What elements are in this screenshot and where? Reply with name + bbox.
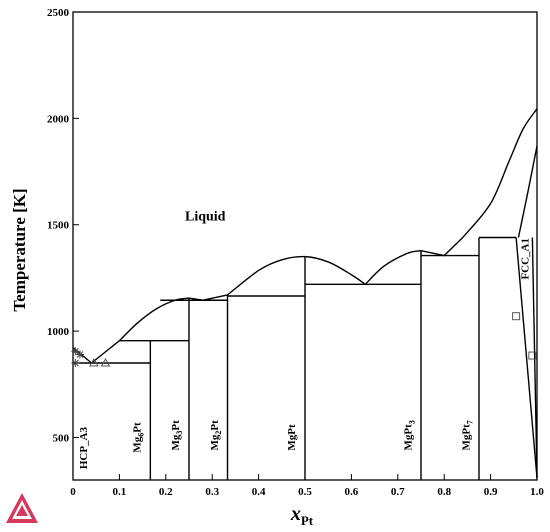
phase-labels: Liquid FCC_A1 HCP_A3 Mg6Pt Mg3Pt Mg2Pt MgPt MgP… bbox=[78, 209, 532, 469]
liquidus-curve bbox=[517, 145, 538, 238]
x-tick-label: 0.2 bbox=[159, 486, 173, 498]
compound-label: MgPt7 bbox=[461, 420, 475, 450]
phase-boundary-line bbox=[515, 237, 538, 478]
x-tick-label: 0.1 bbox=[113, 486, 127, 498]
x-axis-title: xPt bbox=[290, 503, 314, 528]
x-tick-label: 0.8 bbox=[437, 486, 451, 498]
y-tick-label: 2000 bbox=[47, 113, 70, 125]
y-tick-label: 1000 bbox=[47, 326, 70, 338]
star-marker bbox=[71, 347, 80, 356]
y-tick-label: 500 bbox=[53, 432, 70, 444]
x-tick-label: 1.0 bbox=[530, 486, 544, 498]
square-marker bbox=[528, 351, 537, 360]
star-marker bbox=[75, 350, 84, 359]
x-tick-label: 0.5 bbox=[298, 486, 312, 498]
experimental-markers bbox=[71, 312, 537, 367]
x-axis-ticks: 0 0.1 0.2 0.3 0.4 0.5 0.6 0.7 0.8 0.9 1.0 bbox=[70, 474, 544, 498]
x-tick-label: 0.3 bbox=[205, 486, 219, 498]
x-tick-label: 0.7 bbox=[391, 486, 405, 498]
compound-label: Mg2Pt bbox=[209, 420, 223, 451]
compound-label: MgPt3 bbox=[403, 420, 417, 450]
phase-boundary-curves bbox=[72, 108, 538, 480]
y-tick-label: 2500 bbox=[47, 7, 70, 19]
square-marker bbox=[512, 312, 521, 321]
liquidus-curve bbox=[364, 249, 422, 285]
liquidus-curve bbox=[118, 297, 190, 342]
compound-label: Mg3Pt bbox=[170, 420, 184, 451]
x-tick-label: 0 bbox=[70, 486, 76, 498]
liquidus-curve bbox=[91, 340, 120, 364]
liquidus-curve bbox=[227, 255, 366, 296]
logo-icon bbox=[6, 493, 38, 523]
triangle-marker bbox=[89, 357, 99, 367]
compound-label: MgPt bbox=[286, 424, 298, 451]
region-label: Liquid bbox=[185, 209, 226, 224]
region-label: FCC_A1 bbox=[520, 238, 532, 280]
y-axis-title: Temperature [K] bbox=[10, 188, 29, 311]
liquidus-curve bbox=[462, 108, 538, 238]
liquidus-curve bbox=[420, 249, 445, 257]
triangle-marker bbox=[100, 357, 111, 367]
liquidus-curve bbox=[202, 294, 228, 301]
y-axis-ticks: 500 1000 1500 2000 2500 bbox=[47, 7, 79, 444]
x-axis-title-subscript: Pt bbox=[301, 513, 314, 528]
x-axis-title-main: x bbox=[290, 503, 301, 525]
liquidus-curve bbox=[443, 236, 464, 257]
compound-label: Mg6Pt bbox=[131, 422, 145, 453]
compound-label: HCP_A3 bbox=[78, 427, 90, 470]
phase-boundary-line bbox=[531, 237, 538, 478]
x-tick-label: 0.6 bbox=[345, 486, 359, 498]
x-tick-label: 0.4 bbox=[252, 486, 266, 498]
star-marker bbox=[71, 359, 80, 367]
y-tick-label: 1500 bbox=[47, 220, 70, 232]
x-tick-label: 0.9 bbox=[484, 486, 498, 498]
